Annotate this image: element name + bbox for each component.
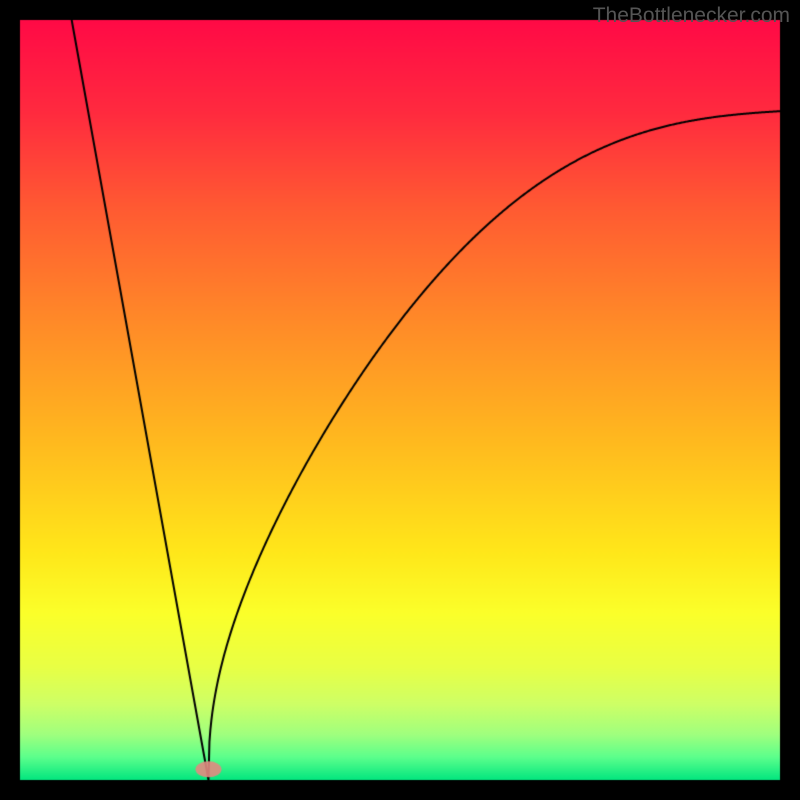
chart-canvas: [0, 0, 800, 800]
bottleneck-chart: TheBottlenecker.com: [0, 0, 800, 800]
watermark-text: TheBottlenecker.com: [593, 4, 790, 28]
